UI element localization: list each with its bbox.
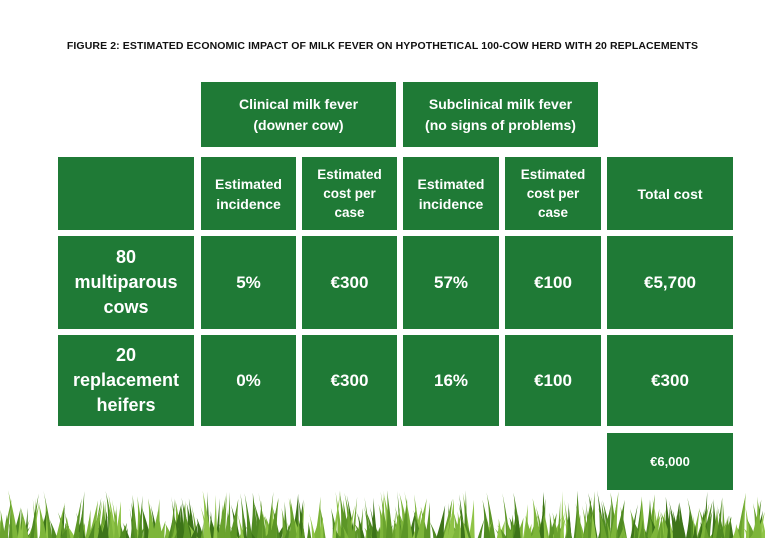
header-subclinical-incidence: Estimated incidence [403, 157, 499, 230]
cell-cows-subclinical-incidence: 57% [403, 236, 499, 329]
cell-heifers-clinical-cost: €300 [302, 335, 397, 426]
cell-cows-subclinical-cost: €100 [505, 236, 601, 329]
group-header-subclinical: Subclinical milk fever (no signs of prob… [403, 82, 598, 147]
cell-cows-total-cost: €5,700 [607, 236, 733, 329]
cell-heifers-subclinical-incidence: 16% [403, 335, 499, 426]
header-total-cost: Total cost [607, 157, 733, 230]
cell-cows-clinical-incidence: 5% [201, 236, 296, 329]
cell-cows-clinical-cost: €300 [302, 236, 397, 329]
header-clinical-cost: Estimated cost per case [302, 157, 397, 230]
header-subclinical-cost: Estimated cost per case [505, 157, 601, 230]
cell-heifers-total-cost: €300 [607, 335, 733, 426]
grand-total-cell: €6,000 [607, 433, 733, 490]
row-label-replacement-heifers: 20 replacement heifers [58, 335, 194, 426]
group-header-clinical: Clinical milk fever (downer cow) [201, 82, 396, 147]
corner-cell [58, 157, 194, 230]
cell-heifers-clinical-incidence: 0% [201, 335, 296, 426]
figure-title: FIGURE 2: ESTIMATED ECONOMIC IMPACT OF M… [66, 40, 699, 52]
header-clinical-incidence: Estimated incidence [201, 157, 296, 230]
cell-heifers-subclinical-cost: €100 [505, 335, 601, 426]
grass-decoration [0, 490, 765, 538]
row-label-multiparous-cows: 80 multiparous cows [58, 236, 194, 329]
